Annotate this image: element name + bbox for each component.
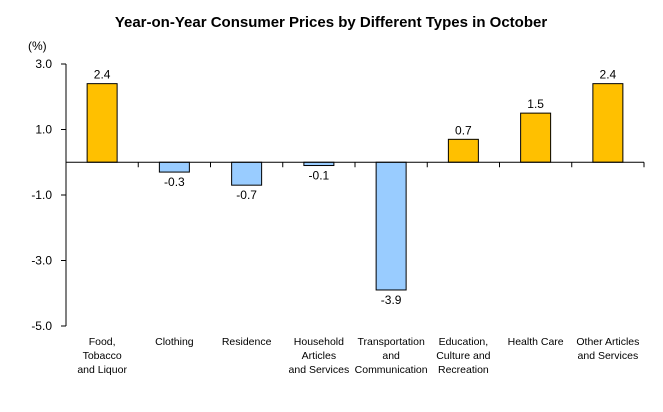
bar xyxy=(520,112,552,163)
y-tick-label: 3.0 xyxy=(35,57,52,71)
x-category-label: Food, xyxy=(89,336,116,348)
x-category-label: Health Care xyxy=(508,336,564,348)
data-label: -0.1 xyxy=(309,169,330,183)
axes xyxy=(61,63,645,327)
data-labels: 2.4 -0.3 -0.7 -0.1 -3.9 0.7 1.5 2.4 xyxy=(94,68,617,307)
x-category-label: Household xyxy=(294,336,344,348)
y-axis-ticks: 3.0 1.0 -1.0 -3.0 -5.0 xyxy=(31,57,52,333)
data-label: 0.7 xyxy=(455,123,472,137)
y-tick-label: -1.0 xyxy=(31,188,52,202)
bars xyxy=(86,83,624,291)
x-axis-categories: Food, Tobacco and Liquor Clothing Residence H… xyxy=(77,336,639,376)
x-category-label: Recreation xyxy=(438,364,489,376)
x-category-label: Culture and xyxy=(436,350,490,362)
x-category-label: and Services xyxy=(578,350,639,362)
x-category-label: Clothing xyxy=(155,336,194,348)
y-unit-label: (%) xyxy=(28,39,47,53)
data-label: 1.5 xyxy=(527,97,544,111)
data-label: 2.4 xyxy=(94,68,111,82)
x-category-label: Communication xyxy=(355,364,428,376)
y-tick-label: -5.0 xyxy=(31,319,52,333)
data-label: 2.4 xyxy=(600,68,617,82)
x-category-label: Residence xyxy=(222,336,272,348)
x-category-label: Other Articles xyxy=(576,336,639,348)
x-category-label: Tobacco xyxy=(83,350,122,362)
y-tick-label: -3.0 xyxy=(31,254,52,268)
bar xyxy=(592,83,624,163)
x-category-label: Transportation xyxy=(357,336,424,348)
x-category-label: Articles xyxy=(302,350,336,362)
x-category-label: Education, xyxy=(439,336,489,348)
data-label: -0.3 xyxy=(164,175,185,189)
x-category-label: and Liquor xyxy=(77,364,127,376)
bar xyxy=(158,161,190,173)
data-label: -3.9 xyxy=(381,293,402,307)
x-category-label: and xyxy=(382,350,400,362)
bar xyxy=(447,138,479,163)
y-tick-label: 1.0 xyxy=(35,123,52,137)
bar xyxy=(86,83,118,163)
bar xyxy=(231,161,263,186)
x-category-label: and Services xyxy=(289,364,350,376)
chart-title: Year-on-Year Consumer Prices by Differen… xyxy=(115,14,548,31)
bar xyxy=(375,161,407,291)
data-label: -0.7 xyxy=(236,188,257,202)
